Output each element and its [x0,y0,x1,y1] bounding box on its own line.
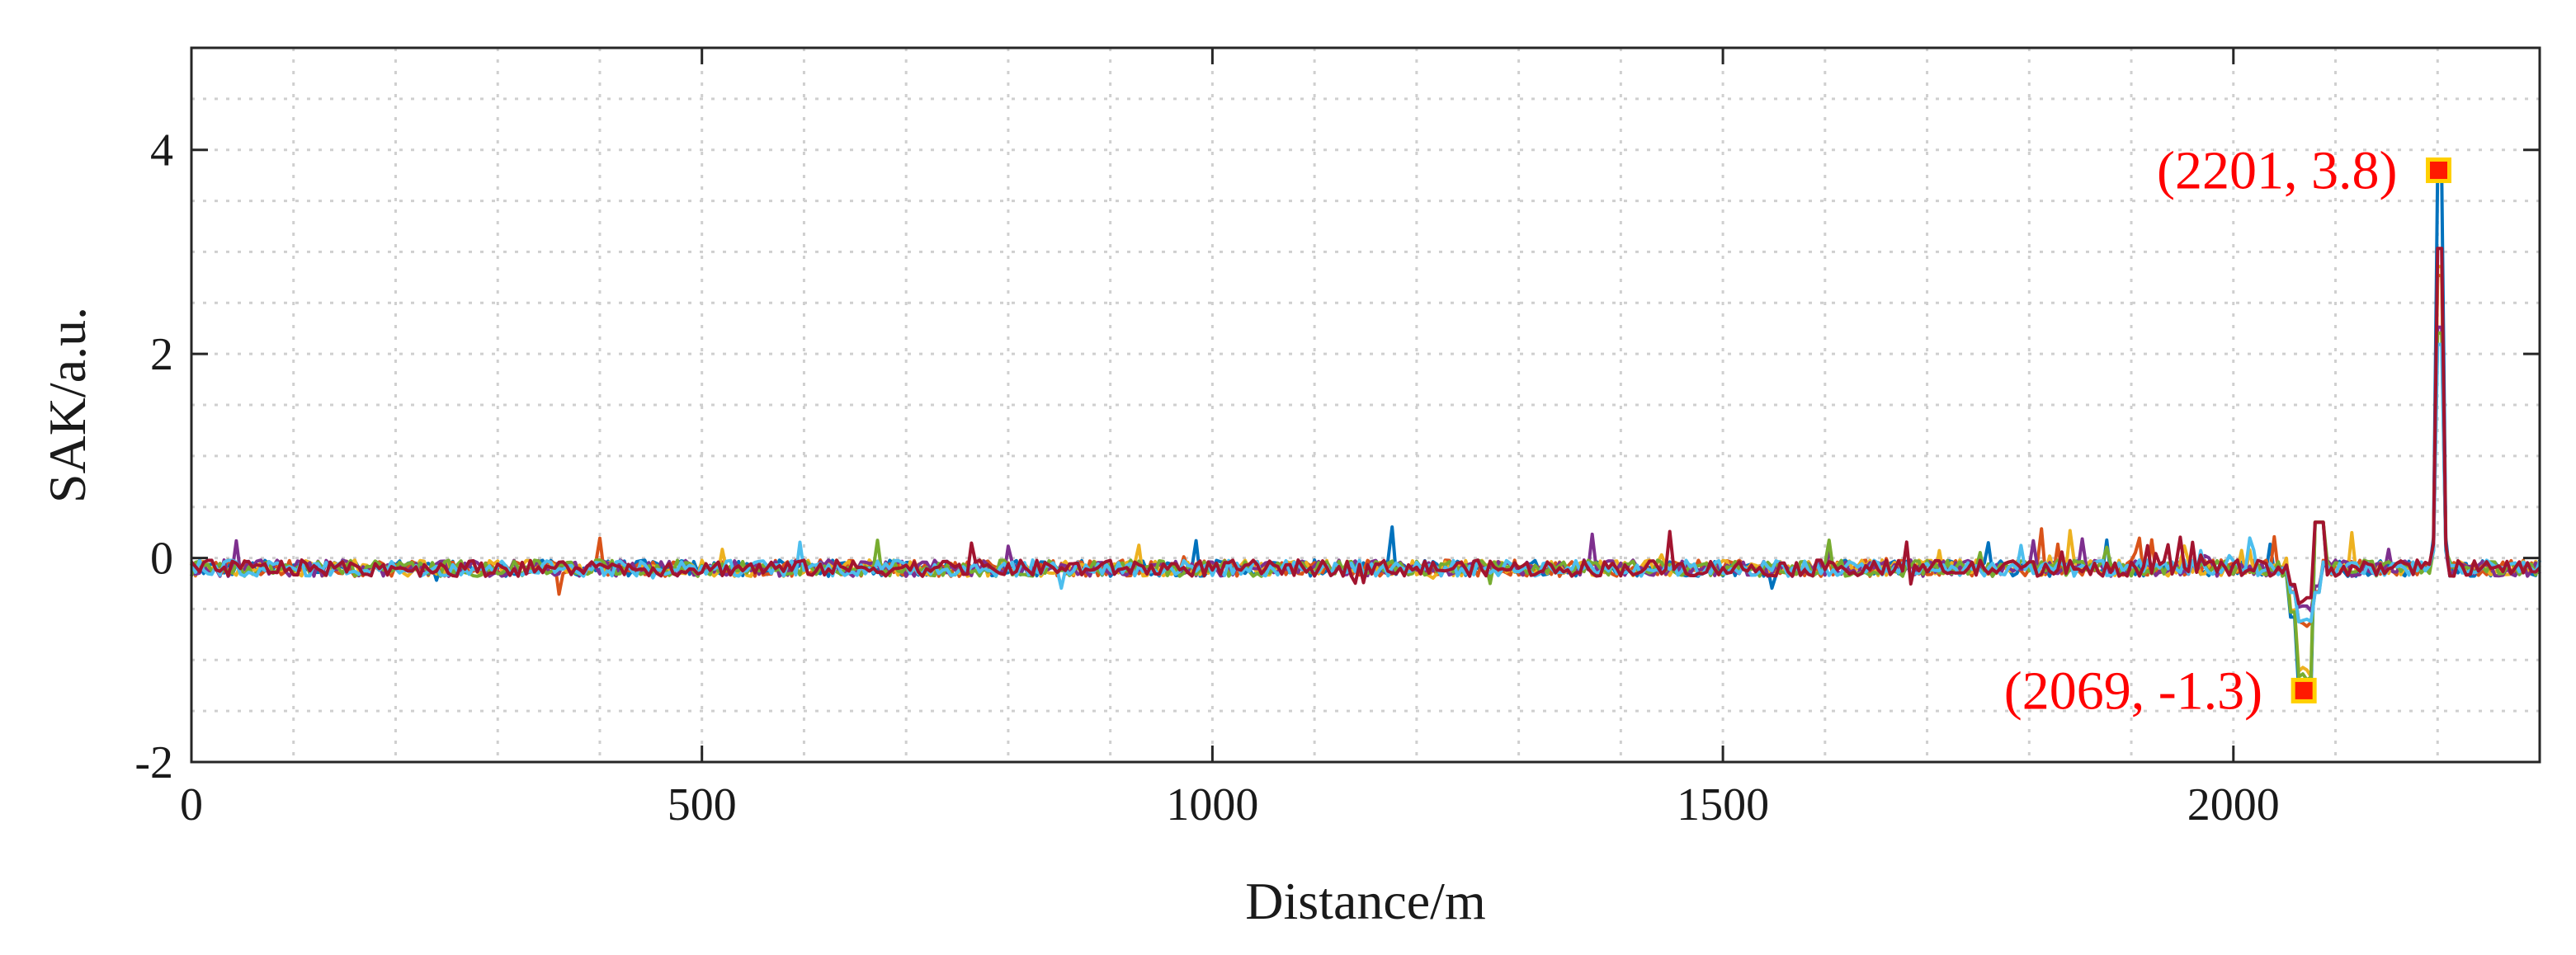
x-axis-label: Distance/m [1245,872,1485,930]
x-tick-label: 500 [668,779,737,830]
y-tick-label: 2 [150,329,173,380]
ticks [190,48,2540,764]
x-tick-label: 2000 [2187,779,2280,830]
annotation-marker [2425,157,2451,183]
series-group [190,168,2541,697]
y-axis-label: SAK/a.u. [38,307,97,503]
series-line-7 [190,247,2541,605]
y-tick-label: 4 [150,125,173,176]
x-tick-label: 1500 [1677,779,1769,830]
x-tick-label: 1000 [1166,779,1258,830]
annotation-marker [2291,677,2317,703]
annotation-label: (2069, -1.3) [2004,661,2262,721]
axes-box [190,46,2541,764]
annotations: (2201, 3.8) (2069, -1.3) [2004,140,2451,721]
y-tick-label: 0 [150,534,173,585]
y-tick-label: -2 [134,737,173,788]
x-tick-label: 0 [180,779,203,830]
annotation-label: (2201, 3.8) [2157,140,2397,200]
